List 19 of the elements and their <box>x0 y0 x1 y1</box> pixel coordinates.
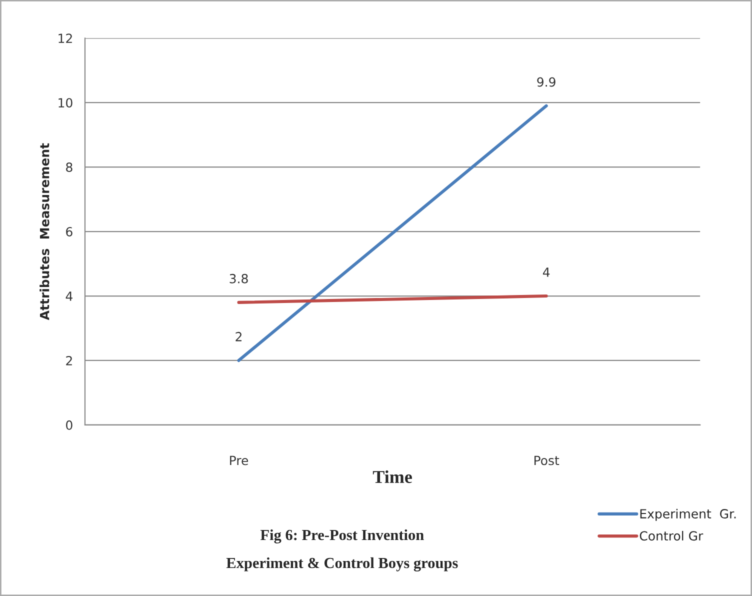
y-tick-label: 0 <box>66 420 72 430</box>
data-label: 3.8 <box>230 274 248 284</box>
data-label: 4 <box>542 268 550 277</box>
y-tick-label: 4 <box>66 292 72 301</box>
data-label: 9.9 <box>537 77 556 87</box>
x-axis-title: Time <box>372 470 412 484</box>
y-tick-label: 12 <box>58 34 72 43</box>
y-axis-title: Attributes Measurement <box>40 143 50 320</box>
y-tick-label: 2 <box>66 356 72 366</box>
text: Experiment & Control Boys groups <box>226 557 458 572</box>
legend-label: Control Gr <box>640 530 704 541</box>
y-tick-label: 8 <box>66 162 72 172</box>
x-tick-label: Pre <box>230 456 248 466</box>
legend-label: Experiment Gr. <box>640 508 736 521</box>
x-tick-label: Post <box>534 456 560 466</box>
data-label: 2 <box>236 332 242 342</box>
caption: Fig 6: Pre-Post Invention <box>260 529 424 544</box>
y-tick-label: 10 <box>58 98 72 108</box>
y-tick-label: 6 <box>66 227 72 236</box>
